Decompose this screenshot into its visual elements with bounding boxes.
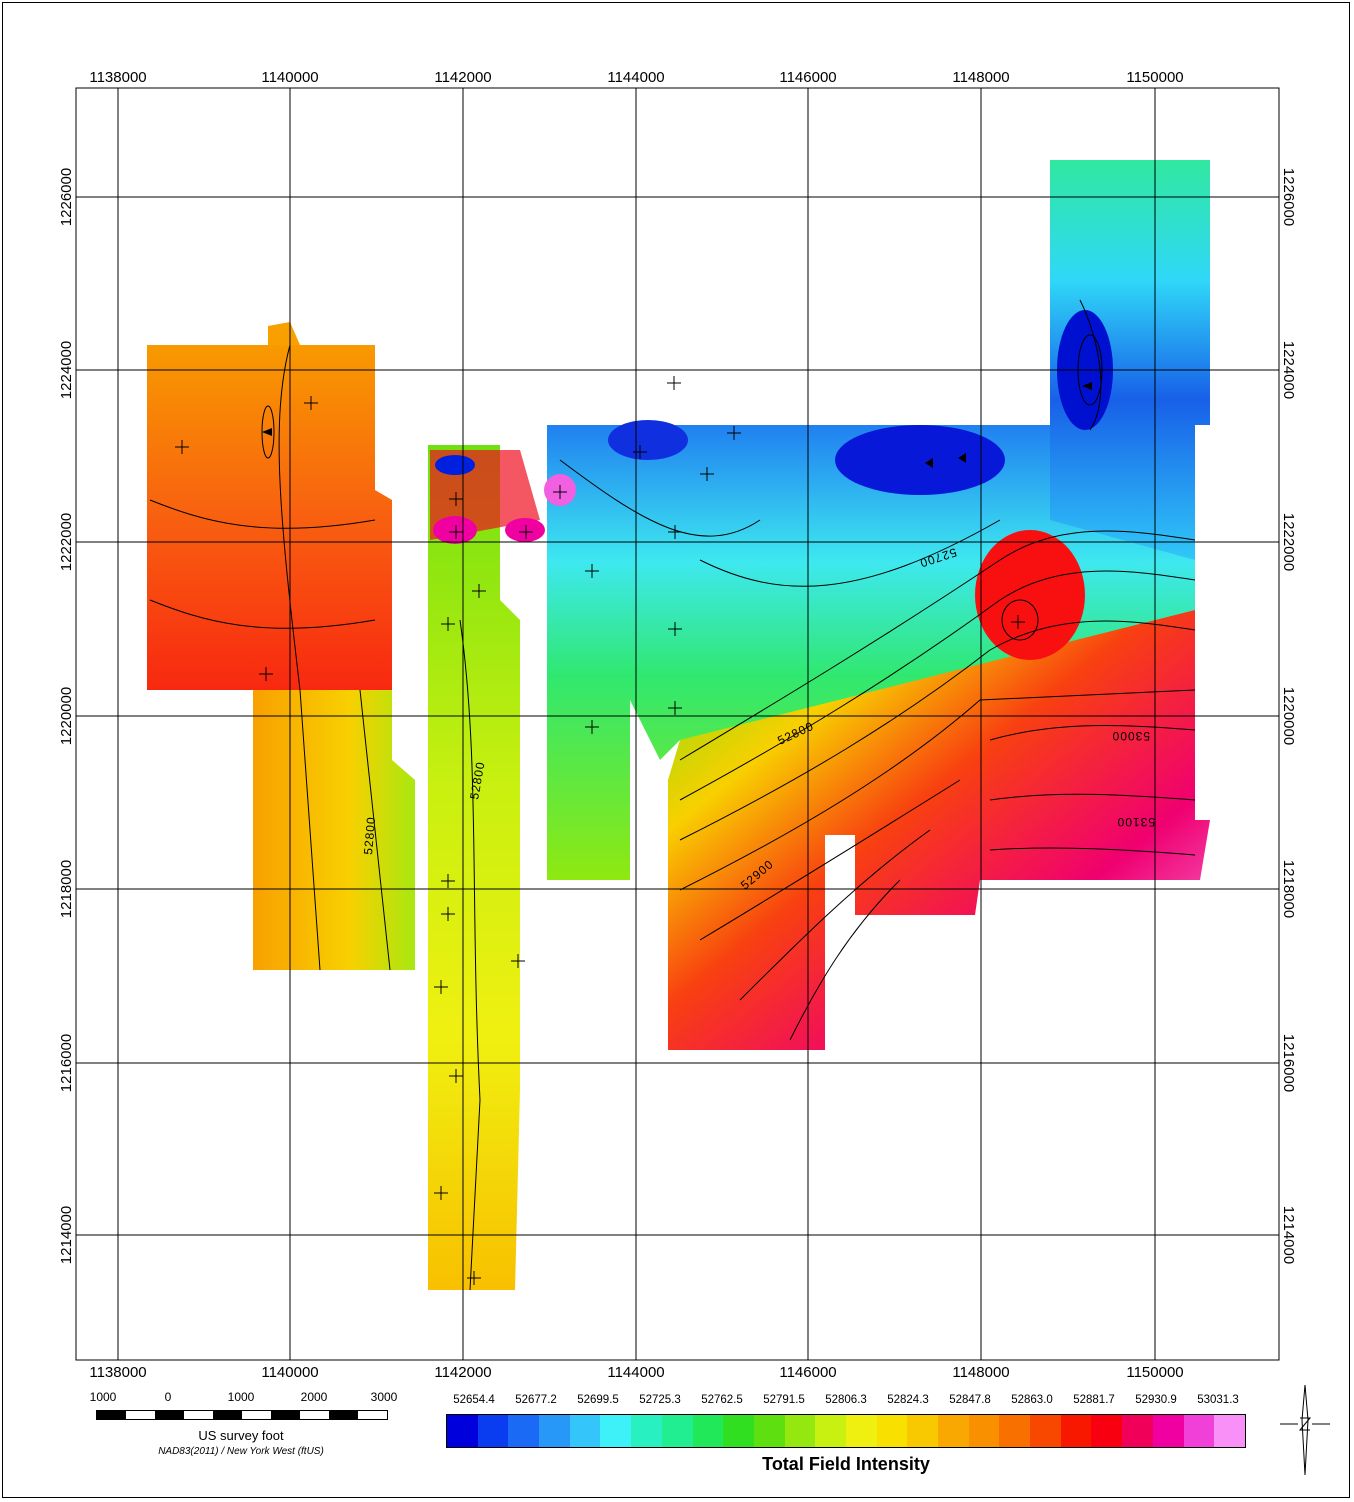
legend-swatch [815, 1415, 846, 1447]
x-tick-label: 1140000 [261, 69, 318, 86]
y-tick-label: 1224000 [1280, 341, 1297, 399]
y-axis-right: 1226000 1224000 1222000 1220000 1218000 … [1280, 168, 1297, 1264]
contour-label: 53000 [1112, 729, 1150, 743]
x-tick-label: 1144000 [607, 69, 664, 86]
scale-tick: 2000 [300, 1390, 328, 1404]
survey-markers [175, 376, 1025, 1285]
x-tick-label: 1148000 [952, 69, 1009, 86]
legend-value: 52725.3 [639, 1394, 681, 1406]
legend-color-bar [446, 1414, 1246, 1448]
y-tick-label: 1214000 [1280, 1206, 1297, 1264]
x-tick-label: 1140000 [261, 1364, 318, 1381]
legend-value: 52863.0 [1011, 1394, 1053, 1406]
color-legend: 52654.4 52677.2 52699.5 52725.3 52762.5 52791… [442, 1392, 1248, 1487]
legend-swatch [876, 1415, 908, 1447]
legend-swatch [1183, 1415, 1215, 1447]
legend-value: 52654.4 [453, 1394, 495, 1406]
y-tick-label: 1226000 [1280, 168, 1297, 226]
x-tick-label: 1146000 [779, 1364, 836, 1381]
legend-swatch [477, 1415, 509, 1447]
legend-value: 52762.5 [701, 1394, 743, 1406]
legend-value: 52881.7 [1073, 1394, 1115, 1406]
legend-swatch [1091, 1415, 1123, 1447]
y-tick-label: 1220000 [58, 687, 75, 745]
scale-tick: 1000 [89, 1390, 117, 1404]
y-tick-label: 1216000 [58, 1034, 75, 1092]
legend-swatch [938, 1415, 969, 1447]
legend-swatch [1060, 1415, 1092, 1447]
map-frame [75, 87, 1280, 1361]
y-axis-left: 1226000 1224000 1222000 1220000 1218000 … [58, 168, 75, 1264]
y-tick-label: 1220000 [1280, 687, 1297, 745]
legend-swatch [753, 1415, 785, 1447]
x-tick-label: 1146000 [779, 69, 836, 86]
x-tick-label: 1138000 [89, 1364, 146, 1381]
legend-swatch [907, 1415, 938, 1447]
legend-values: 52654.4 52677.2 52699.5 52725.3 52762.5 52791… [442, 1392, 1248, 1410]
legend-value: 52791.5 [763, 1394, 805, 1406]
legend-swatch [1214, 1415, 1245, 1447]
scale-tick: 3000 [370, 1390, 398, 1404]
contour-lines [149, 299, 1196, 1291]
scale-projection: NAD83(2011) / New York West (ftUS) [158, 1446, 324, 1457]
legend-swatch [539, 1415, 570, 1447]
y-tick-label: 1226000 [58, 168, 75, 226]
survey-coverage [147, 160, 1210, 1290]
legend-value: 52930.9 [1135, 1394, 1177, 1406]
legend-swatch [1030, 1415, 1061, 1447]
legend-swatch [600, 1415, 632, 1447]
legend-value: 52824.3 [887, 1394, 929, 1406]
legend-swatch [1152, 1415, 1184, 1447]
contour-label: 53100 [1117, 815, 1155, 829]
contour-label: 52800 [361, 816, 378, 855]
x-tick-label: 1138000 [89, 69, 146, 86]
y-tick-label: 1222000 [1280, 513, 1297, 571]
scale-tick: 0 [164, 1390, 172, 1404]
legend-value: 52806.3 [825, 1394, 867, 1406]
x-tick-label: 1142000 [434, 1364, 491, 1381]
legend-swatch [692, 1415, 724, 1447]
legend-value: 53031.3 [1197, 1394, 1239, 1406]
survey-markers-filled [262, 382, 1092, 468]
y-tick-label: 1218000 [58, 860, 75, 918]
legend-value: 52847.8 [949, 1394, 991, 1406]
legend-swatch [968, 1415, 1000, 1447]
scale-tick: 1000 [227, 1390, 255, 1404]
legend-swatch [845, 1415, 877, 1447]
x-axis-top: 1138000 1140000 1142000 1144000 1146000 … [89, 69, 1183, 86]
y-tick-label: 1222000 [58, 513, 75, 571]
legend-swatch [569, 1415, 601, 1447]
x-axis-bottom: 1138000 1140000 1142000 1144000 1146000 … [89, 1364, 1183, 1381]
legend-swatch [631, 1415, 662, 1447]
legend-swatch [508, 1415, 540, 1447]
scale-bar: 1000 0 1000 2000 3000 US survey foot NAD… [90, 1390, 398, 1470]
contour-label: 52800 [467, 760, 487, 800]
grid-lines [76, 88, 1279, 1360]
x-tick-label: 1150000 [1126, 1364, 1183, 1381]
y-tick-label: 1216000 [1280, 1034, 1297, 1092]
x-tick-label: 1148000 [952, 1364, 1009, 1381]
y-tick-label: 1218000 [1280, 860, 1297, 918]
x-tick-label: 1142000 [434, 69, 491, 86]
legend-swatch [661, 1415, 693, 1447]
scale-units: US survey foot [198, 1428, 284, 1443]
y-tick-label: 1224000 [58, 341, 75, 399]
legend-swatch [447, 1415, 478, 1447]
north-arrow-icon [1280, 1384, 1330, 1476]
legend-value: 52677.2 [515, 1394, 557, 1406]
x-tick-label: 1144000 [607, 1364, 664, 1381]
legend-title: Total Field Intensity [762, 1454, 930, 1474]
legend-swatch [784, 1415, 816, 1447]
legend-value: 52699.5 [577, 1394, 619, 1406]
x-tick-label: 1150000 [1126, 69, 1183, 86]
legend-swatch [999, 1415, 1031, 1447]
scale-segments [96, 1410, 388, 1420]
legend-swatch [723, 1415, 754, 1447]
legend-swatch [1122, 1415, 1153, 1447]
y-tick-label: 1214000 [58, 1206, 75, 1264]
